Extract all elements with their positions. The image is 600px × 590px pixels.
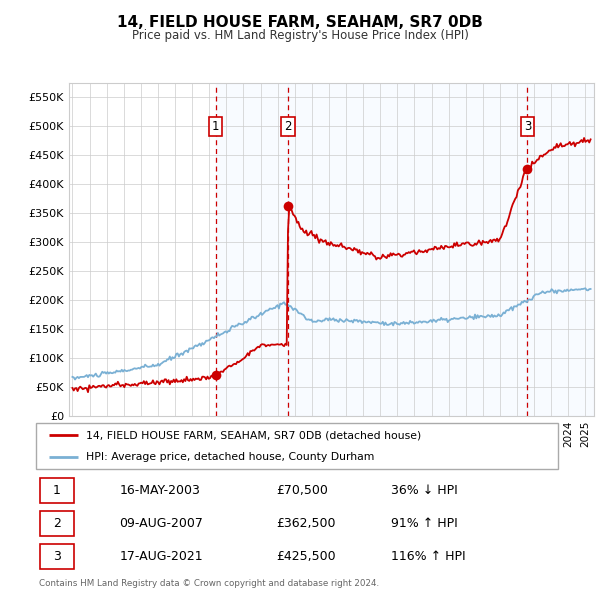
Text: 17-AUG-2021: 17-AUG-2021 [119,550,203,563]
Text: 1: 1 [212,120,220,133]
Text: 09-AUG-2007: 09-AUG-2007 [119,517,203,530]
Text: £70,500: £70,500 [276,484,328,497]
Text: 3: 3 [524,120,531,133]
Bar [40,478,74,503]
Text: £425,500: £425,500 [276,550,336,563]
Bar [527,83,594,416]
Bar [288,83,527,416]
Text: 14, FIELD HOUSE FARM, SEAHAM, SR7 0DB (detached house): 14, FIELD HOUSE FARM, SEAHAM, SR7 0DB (d… [86,431,421,441]
Text: 2: 2 [53,517,61,530]
Text: 3: 3 [53,550,61,563]
Text: 16-MAY-2003: 16-MAY-2003 [119,484,200,497]
Text: HPI: Average price, detached house, County Durham: HPI: Average price, detached house, Coun… [86,451,374,461]
Bar [215,83,288,416]
Text: £362,500: £362,500 [276,517,335,530]
Text: 1: 1 [53,484,61,497]
Bar [40,511,74,536]
Text: 36% ↓ HPI: 36% ↓ HPI [391,484,458,497]
Text: 14, FIELD HOUSE FARM, SEAHAM, SR7 0DB: 14, FIELD HOUSE FARM, SEAHAM, SR7 0DB [117,15,483,30]
Text: Contains HM Land Registry data © Crown copyright and database right 2024.
This d: Contains HM Land Registry data © Crown c… [39,579,379,590]
Text: Price paid vs. HM Land Registry's House Price Index (HPI): Price paid vs. HM Land Registry's House … [131,30,469,42]
Text: 2: 2 [284,120,292,133]
Text: 91% ↑ HPI: 91% ↑ HPI [391,517,458,530]
Bar [40,544,74,569]
Text: 116% ↑ HPI: 116% ↑ HPI [391,550,466,563]
